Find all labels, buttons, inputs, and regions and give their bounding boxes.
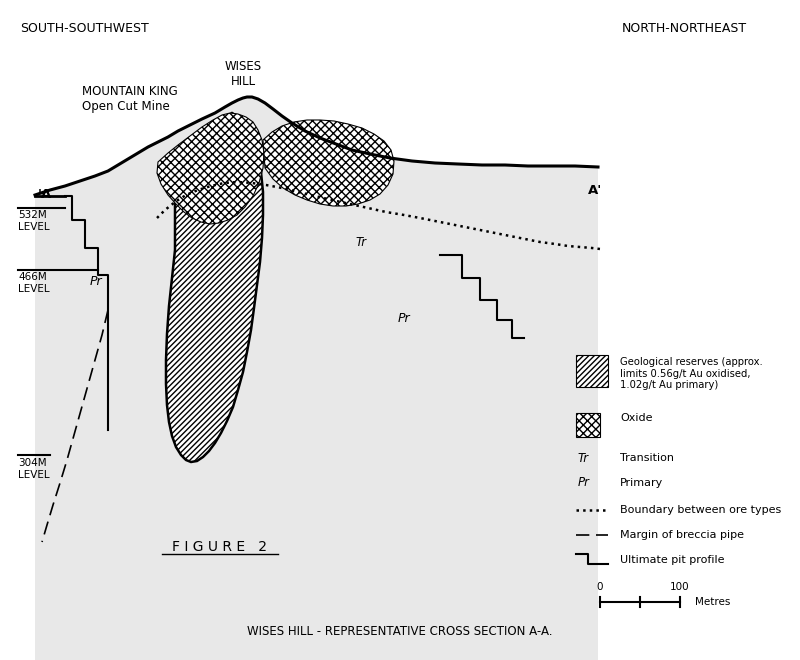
Text: Pr: Pr	[215, 323, 228, 337]
Text: WISES
HILL: WISES HILL	[225, 60, 262, 88]
Text: Transition: Transition	[620, 453, 674, 463]
Polygon shape	[166, 113, 263, 462]
Text: A': A'	[588, 183, 602, 197]
Text: 304M
LEVEL: 304M LEVEL	[18, 458, 50, 480]
Text: Primary: Primary	[620, 478, 663, 488]
Text: 532M
LEVEL: 532M LEVEL	[18, 210, 50, 232]
Text: 0: 0	[597, 582, 603, 592]
Text: Geological reserves (approx.
limits 0.56g/t Au oxidised,
1.02g/t Au primary): Geological reserves (approx. limits 0.56…	[620, 357, 762, 390]
Polygon shape	[263, 120, 394, 206]
Bar	[576, 413, 600, 437]
Polygon shape	[35, 97, 598, 660]
Text: Boundary between ore types: Boundary between ore types	[620, 505, 782, 515]
Text: Metres: Metres	[695, 597, 730, 607]
Text: Pr: Pr	[90, 275, 102, 288]
Text: 466M
LEVEL: 466M LEVEL	[18, 272, 50, 294]
Text: Ox: Ox	[335, 155, 350, 165]
Text: Tr: Tr	[356, 236, 367, 249]
Text: NORTH-NORTHEAST: NORTH-NORTHEAST	[622, 22, 747, 35]
Text: SOUTH-SOUTHWEST: SOUTH-SOUTHWEST	[20, 22, 149, 35]
Text: Ox: Ox	[193, 180, 208, 190]
Text: Margin of breccia pipe: Margin of breccia pipe	[620, 530, 744, 540]
Text: WISES HILL - REPRESENTATIVE CROSS SECTION A-A.: WISES HILL - REPRESENTATIVE CROSS SECTIO…	[247, 625, 553, 638]
Text: 'A: 'A	[38, 189, 52, 201]
Text: MOUNTAIN KING
Open Cut Mine: MOUNTAIN KING Open Cut Mine	[82, 85, 178, 113]
Polygon shape	[157, 113, 264, 224]
Text: Pr: Pr	[398, 312, 410, 325]
Text: Pr: Pr	[578, 477, 590, 490]
Text: 100: 100	[670, 582, 690, 592]
Text: Oxide: Oxide	[620, 413, 653, 423]
Text: Tr: Tr	[578, 451, 589, 465]
Text: Ultimate pit profile: Ultimate pit profile	[620, 555, 725, 565]
Text: F I G U R E   2: F I G U R E 2	[173, 540, 267, 554]
Bar	[576, 355, 608, 387]
